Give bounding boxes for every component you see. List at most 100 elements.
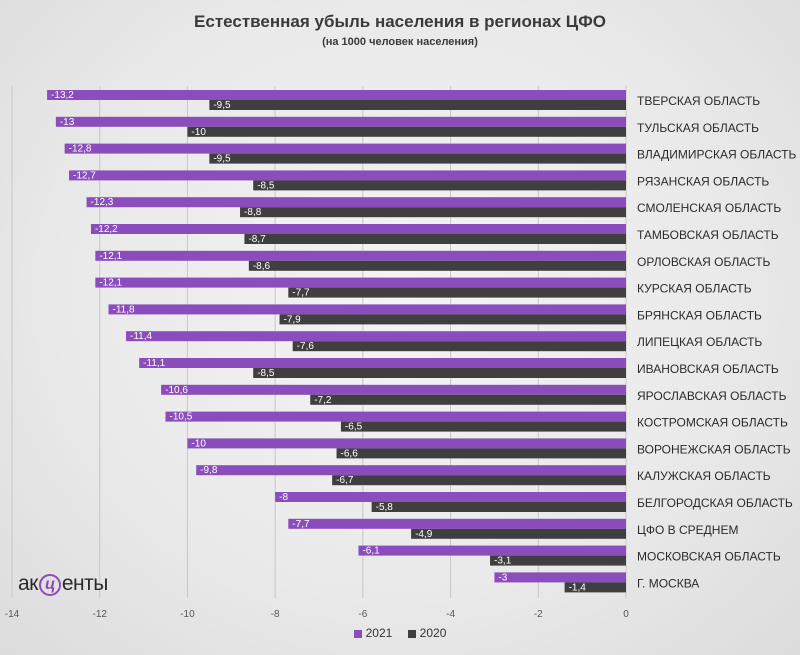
bar-2020 [371, 502, 626, 512]
bar-2020 [253, 180, 626, 191]
data-label-2021: -10 [191, 438, 206, 449]
bar-2020 [411, 528, 626, 539]
category-label: БРЯНСКАЯ ОБЛАСТЬ [637, 308, 762, 322]
category-label: РЯЗАНСКАЯ ОБЛАСТЬ [637, 174, 769, 188]
bar-2020 [240, 207, 627, 218]
data-label-2020: -8,7 [248, 234, 266, 245]
data-label-2021: -7,7 [292, 519, 310, 530]
chart-title: Естественная убыль населения в регионах … [194, 12, 606, 31]
category-label: КУРСКАЯ ОБЛАСТЬ [637, 282, 752, 296]
legend-swatch-2020 [407, 629, 416, 638]
legend-item-2021: 2021 [353, 626, 393, 640]
category-label: БЕЛГОРОДСКАЯ ОБЛАСТЬ [637, 496, 793, 510]
bar-2020 [209, 100, 626, 110]
logo-text-end: енты [61, 572, 109, 595]
x-tick-label: -8 [271, 609, 280, 620]
legend-item-2020: 2020 [407, 626, 447, 640]
bar-2021 [55, 116, 627, 127]
category-label: КАЛУЖСКАЯ ОБЛАСТЬ [637, 469, 771, 483]
bar-2020 [490, 555, 626, 566]
category-label: ЯРОСЛАВСКАЯ ОБЛАСТЬ [637, 389, 787, 403]
data-label-2021: -11,8 [112, 304, 134, 315]
category-label: СМОЛЕНСКАЯ ОБЛАСТЬ [637, 201, 781, 215]
data-label-2021: -9,8 [200, 465, 218, 476]
bar-2021 [165, 411, 626, 422]
category-label: Г. МОСКВА [637, 576, 699, 590]
category-label: МОСКОВСКАЯ ОБЛАСТЬ [637, 550, 781, 564]
data-label-2020: -5,8 [376, 502, 394, 513]
data-label-2021: -12,1 [99, 278, 122, 289]
data-label-2020: -3,1 [494, 556, 512, 567]
logo-text-start: ак [18, 572, 38, 595]
bar-2021 [90, 224, 626, 234]
logo-mark: ц [38, 574, 61, 596]
x-tick-label: -4 [446, 609, 455, 620]
bar-2021 [161, 384, 626, 395]
data-label-2020: -6,6 [341, 448, 359, 459]
bar-2021 [196, 465, 626, 476]
bar-2021 [64, 143, 627, 154]
bar-2021 [126, 331, 627, 342]
data-label-2020: -9,5 [213, 100, 231, 111]
data-label-2020: -8,5 [257, 368, 275, 379]
data-label-2021: -10,6 [165, 385, 188, 396]
data-label-2021: -12,8 [69, 144, 92, 155]
legend-label-2021: 2021 [365, 626, 393, 640]
bar-2020 [564, 582, 626, 593]
bar-2020 [279, 314, 626, 325]
data-label-2020: -6,7 [336, 475, 354, 486]
data-label-2020: -8,6 [253, 261, 271, 272]
data-label-2020: -7,6 [297, 341, 315, 352]
data-label-2021: -11,4 [130, 331, 152, 342]
bar-2020 [336, 448, 626, 459]
bar-2020 [209, 153, 626, 164]
bar-2021 [86, 197, 627, 208]
bar-2021 [275, 492, 626, 502]
category-label: ЛИПЕЦКАЯ ОБЛАСТЬ [637, 335, 762, 349]
data-label-2021: -13 [60, 117, 75, 128]
bar-2021 [69, 170, 626, 181]
bar-2021 [187, 438, 626, 449]
bar-2020 [292, 341, 626, 352]
bar-2021 [288, 518, 626, 529]
category-label: ОРЛОВСКАЯ ОБЛАСТЬ [637, 255, 771, 269]
category-label: ВОРОНЕЖСКАЯ ОБЛАСТЬ [637, 442, 791, 456]
category-label: ТАМБОВСКАЯ ОБЛАСТЬ [637, 228, 779, 242]
category-label: ВЛАДИМИРСКАЯ ОБЛАСТЬ [637, 148, 796, 162]
bar-2020 [244, 234, 626, 244]
data-label-2021: -12,2 [95, 224, 118, 235]
x-tick-label: -10 [180, 609, 195, 620]
chart-legend: 2021 2020 [0, 626, 800, 640]
bar-2021 [47, 90, 627, 100]
legend-label-2020: 2020 [419, 626, 447, 640]
category-label: ТУЛЬСКАЯ ОБЛАСТЬ [637, 121, 759, 135]
category-label: ЦФО В СРЕДНЕМ [637, 523, 738, 537]
x-tick-label: -12 [92, 609, 107, 620]
x-tick-label: -6 [358, 609, 367, 620]
bar-2020 [187, 126, 626, 137]
data-label-2021: -12,3 [91, 197, 114, 208]
x-tick-label: -2 [534, 609, 543, 620]
data-label-2021: -6,1 [362, 546, 380, 557]
bar-2020 [288, 287, 626, 298]
data-label-2021: -12,7 [73, 170, 96, 181]
legend-swatch-2021 [353, 629, 362, 638]
bar-2020 [248, 260, 627, 271]
bar-2020 [332, 475, 626, 486]
data-label-2020: -4,9 [415, 529, 433, 540]
bar-2021 [139, 358, 626, 368]
category-label: ИВАНОВСКАЯ ОБЛАСТЬ [637, 362, 779, 376]
data-label-2020: -6,5 [345, 422, 363, 433]
data-label-2020: -1,4 [569, 582, 587, 593]
data-label-2021: -8 [279, 492, 288, 503]
data-label-2021: -3 [498, 572, 507, 583]
data-label-2020: -8,8 [244, 207, 262, 218]
brand-logo: ак ц енты [18, 572, 108, 596]
data-label-2020: -10 [191, 127, 206, 138]
data-label-2021: -11,1 [143, 358, 165, 369]
bar-2020 [310, 394, 626, 405]
x-tick-label: -14 [5, 609, 20, 620]
data-label-2021: -12,1 [99, 251, 122, 262]
data-label-2021: -13,2 [51, 90, 74, 101]
